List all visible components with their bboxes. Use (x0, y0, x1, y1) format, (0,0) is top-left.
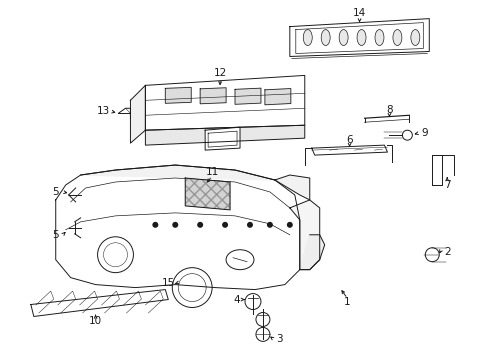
Polygon shape (130, 85, 145, 143)
Polygon shape (289, 200, 319, 270)
Text: 13: 13 (97, 106, 110, 116)
Circle shape (197, 222, 203, 228)
Text: 2: 2 (443, 247, 449, 257)
Polygon shape (56, 165, 299, 289)
Text: 15: 15 (162, 278, 175, 288)
Text: 6: 6 (346, 135, 352, 145)
Ellipse shape (410, 30, 419, 45)
Text: 3: 3 (276, 334, 283, 345)
Text: 7: 7 (443, 180, 449, 190)
Circle shape (266, 222, 272, 228)
Polygon shape (31, 289, 168, 316)
Ellipse shape (225, 250, 253, 270)
Text: 11: 11 (205, 167, 218, 177)
Ellipse shape (392, 30, 401, 45)
Circle shape (172, 222, 178, 228)
Polygon shape (81, 165, 309, 200)
Ellipse shape (356, 30, 366, 45)
Ellipse shape (303, 30, 312, 45)
Circle shape (152, 222, 158, 228)
Ellipse shape (374, 30, 383, 45)
Polygon shape (200, 88, 225, 104)
Ellipse shape (321, 30, 329, 45)
Text: 9: 9 (420, 128, 427, 138)
Polygon shape (235, 88, 261, 104)
Text: 4: 4 (233, 294, 240, 305)
Polygon shape (185, 178, 229, 210)
Circle shape (246, 222, 252, 228)
Polygon shape (264, 89, 290, 105)
Text: 14: 14 (352, 8, 366, 18)
Circle shape (286, 222, 292, 228)
Polygon shape (205, 127, 240, 150)
Text: 5: 5 (52, 187, 59, 197)
Text: 1: 1 (344, 297, 350, 306)
Polygon shape (165, 87, 191, 103)
Circle shape (222, 222, 227, 228)
Text: 10: 10 (89, 316, 102, 327)
Text: 12: 12 (213, 68, 226, 78)
Polygon shape (145, 125, 304, 145)
Text: 8: 8 (386, 105, 392, 115)
Text: 5: 5 (52, 230, 59, 240)
Ellipse shape (339, 30, 347, 45)
Polygon shape (299, 235, 324, 270)
